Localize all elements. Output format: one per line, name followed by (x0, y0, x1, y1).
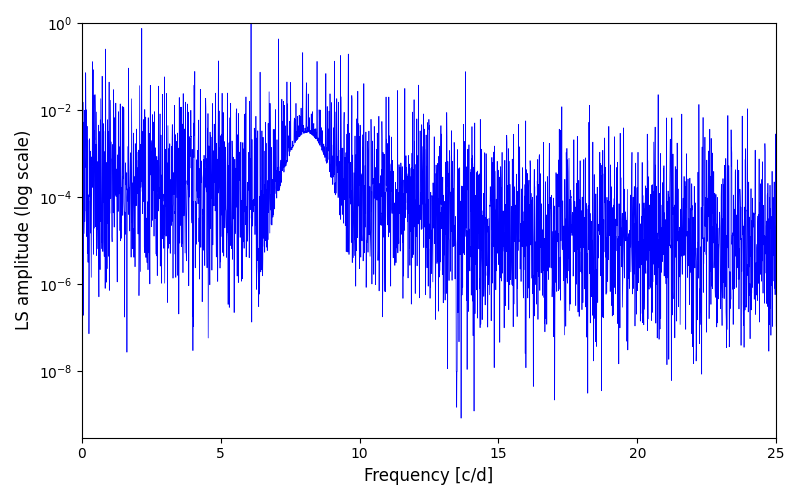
Y-axis label: LS amplitude (log scale): LS amplitude (log scale) (15, 130, 33, 330)
X-axis label: Frequency [c/d]: Frequency [c/d] (364, 467, 494, 485)
